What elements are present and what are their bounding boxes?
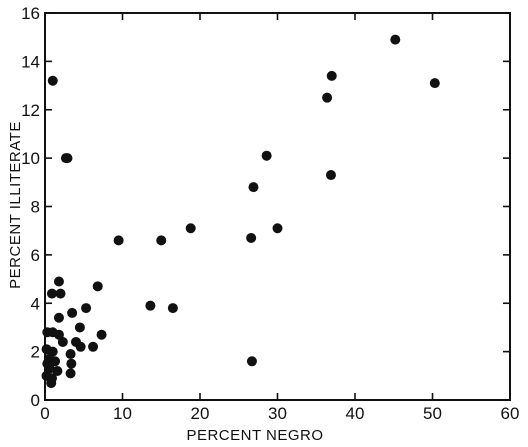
data-point: [53, 312, 64, 323]
x-tick-label: 20: [191, 404, 210, 423]
data-point: [62, 153, 73, 164]
plot-frame: [44, 12, 511, 401]
y-tick-label: 10: [21, 149, 40, 168]
y-tick-label: 0: [31, 391, 40, 410]
data-point: [75, 341, 86, 352]
data-point: [261, 150, 272, 161]
data-point: [156, 235, 167, 246]
y-tick-label: 8: [31, 198, 40, 217]
x-tick-label: 50: [423, 404, 442, 423]
data-points: [41, 34, 440, 389]
y-tick-label: 14: [21, 52, 40, 71]
data-point: [246, 356, 257, 367]
x-tick-label: 60: [501, 404, 520, 423]
data-point: [390, 34, 401, 45]
data-point: [326, 70, 337, 81]
data-point: [246, 232, 257, 243]
data-point: [167, 303, 178, 314]
x-tick-label: 40: [346, 404, 365, 423]
data-point: [322, 92, 333, 103]
data-point: [92, 281, 103, 292]
data-point: [47, 75, 58, 86]
data-point: [145, 300, 156, 311]
x-tick-label: 30: [268, 404, 287, 423]
data-point: [67, 307, 78, 318]
data-point: [96, 329, 107, 340]
data-point: [81, 303, 92, 314]
data-point: [57, 336, 68, 347]
data-point: [50, 356, 61, 367]
data-point: [74, 322, 85, 333]
data-point: [113, 235, 124, 246]
data-point: [429, 78, 440, 89]
y-axis: 0 2 4 6 8 10 12 14 16: [21, 4, 510, 410]
y-tick-label: 6: [31, 246, 40, 265]
data-point: [248, 182, 259, 193]
data-point: [46, 378, 57, 389]
y-tick-label: 4: [31, 294, 40, 313]
x-tick-label: 0: [40, 404, 49, 423]
data-point: [65, 349, 76, 360]
data-point: [325, 170, 336, 181]
data-point: [65, 368, 76, 379]
y-tick-label: 12: [21, 101, 40, 120]
x-axis: 0 10 20 30 40 50 60: [40, 13, 519, 423]
y-axis-label: PERCENT ILLITERATE: [7, 121, 24, 289]
data-point: [53, 276, 64, 287]
plot-border: [44, 12, 511, 401]
data-point: [272, 223, 283, 234]
data-point: [88, 341, 99, 352]
x-tick-label: 10: [113, 404, 132, 423]
data-point: [55, 288, 66, 299]
data-point: [66, 358, 77, 369]
data-point: [52, 365, 63, 376]
y-tick-label: 16: [21, 4, 40, 23]
x-axis-label: PERCENT NEGRO: [186, 427, 323, 444]
data-point: [185, 223, 196, 234]
data-point: [46, 288, 57, 299]
y-tick-label: 2: [31, 343, 40, 362]
